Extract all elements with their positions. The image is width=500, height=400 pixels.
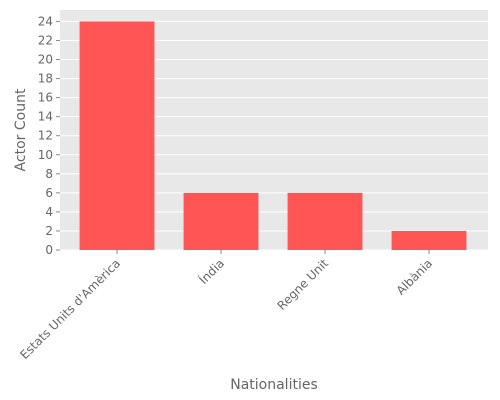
bar <box>183 192 259 250</box>
y-tick-label: 4 <box>45 205 53 219</box>
x-tick-label: Índia <box>196 256 227 287</box>
y-tick-label: 12 <box>38 129 53 143</box>
y-tick-label: 6 <box>45 186 53 200</box>
y-tick-label: 0 <box>45 243 53 257</box>
y-tick-label: 20 <box>38 53 53 67</box>
y-tick-label: 8 <box>45 167 53 181</box>
y-tick-label: 10 <box>38 148 53 162</box>
y-tick-label: 16 <box>38 91 53 105</box>
y-axis-label: Actor Count <box>13 88 29 171</box>
y-tick-label: 14 <box>38 110 53 124</box>
y-tick-label: 18 <box>38 72 53 86</box>
y-tick-label: 24 <box>38 14 53 28</box>
x-tick-label: Regne Unit <box>275 256 332 313</box>
x-tick-label: Estats Units d'Amèrica <box>17 256 123 362</box>
bar <box>391 230 467 250</box>
x-axis-label: Nationalities <box>230 377 318 393</box>
bar <box>287 192 363 250</box>
y-tick-label: 22 <box>38 33 53 47</box>
y-tick-label: 2 <box>45 224 53 238</box>
bar <box>79 21 155 250</box>
x-tick-label: Albània <box>394 256 436 298</box>
